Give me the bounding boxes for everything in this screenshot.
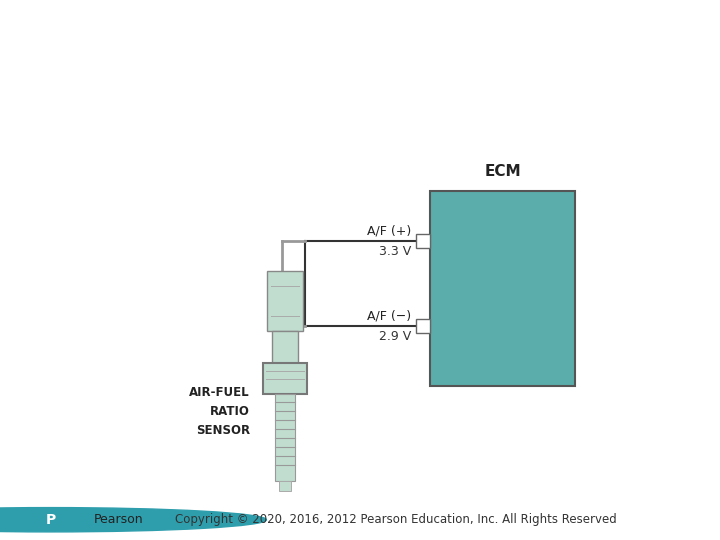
Text: AIR-FUEL
RATIO
SENSOR: AIR-FUEL RATIO SENSOR: [189, 386, 250, 437]
Bar: [272, 332, 298, 372]
Text: ECM: ECM: [484, 164, 521, 179]
Bar: [416, 234, 430, 248]
Circle shape: [0, 508, 266, 532]
Bar: [279, 482, 291, 491]
Bar: [416, 319, 430, 333]
Bar: [263, 363, 307, 394]
Text: 3.3 V: 3.3 V: [379, 245, 411, 258]
Text: 2.9 V: 2.9 V: [379, 330, 411, 343]
Text: P: P: [45, 513, 55, 526]
Bar: [275, 394, 295, 482]
Text: Figure 78.19 A single-cell, wide-band oxygen sensor has four wires
with two for : Figure 78.19 A single-cell, wide-band ox…: [13, 5, 683, 98]
Bar: [267, 271, 303, 332]
Text: Pearson: Pearson: [94, 513, 143, 526]
Bar: [430, 191, 575, 387]
Text: A/F (+): A/F (+): [366, 224, 411, 237]
Text: Copyright © 2020, 2016, 2012 Pearson Education, Inc. All Rights Reserved: Copyright © 2020, 2016, 2012 Pearson Edu…: [175, 513, 617, 526]
Text: A/F (−): A/F (−): [367, 309, 411, 322]
